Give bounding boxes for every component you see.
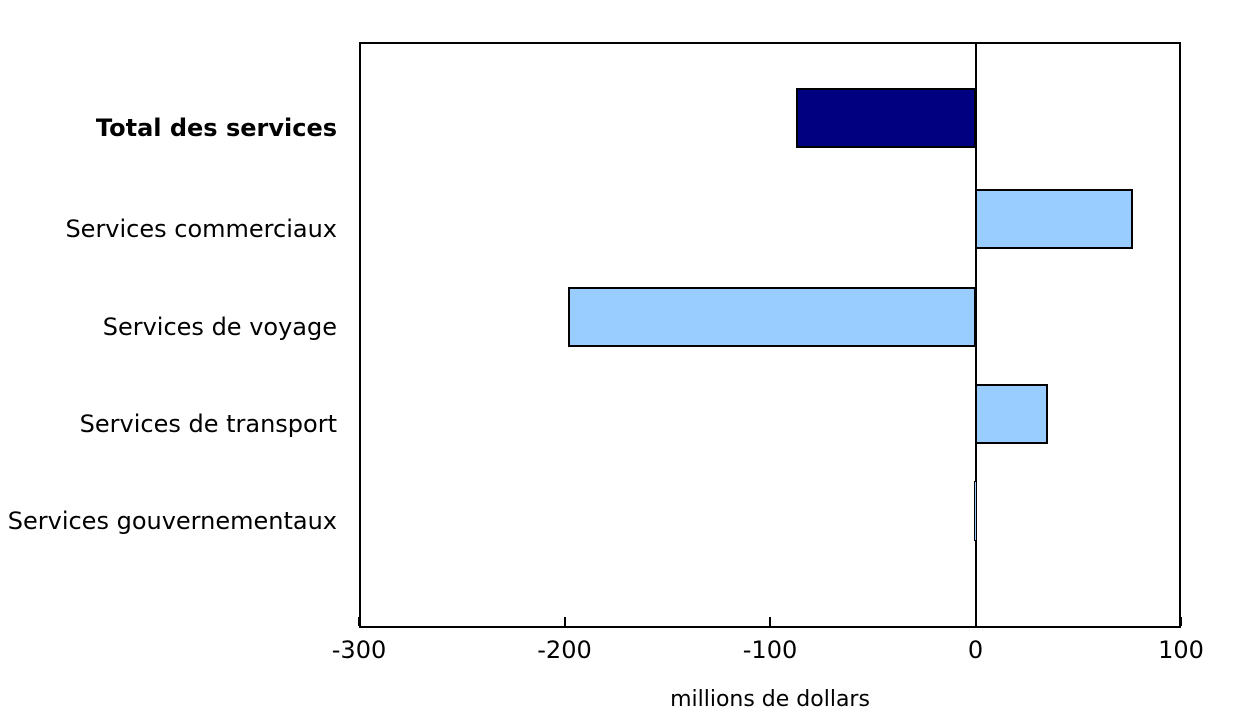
x-axis-tick-label: 0 xyxy=(967,636,984,664)
x-axis-tick-label: -100 xyxy=(742,636,798,664)
x-axis-tick xyxy=(769,617,771,626)
bar xyxy=(974,481,977,541)
x-axis-tick xyxy=(1180,617,1182,626)
bar xyxy=(795,88,977,148)
category-label: Services de voyage xyxy=(102,313,337,341)
category-label: Total des services xyxy=(95,114,337,142)
x-axis-tick xyxy=(974,617,977,626)
category-label: Services commerciaux xyxy=(65,215,337,243)
x-axis-tick xyxy=(563,617,566,626)
category-label: Services de transport xyxy=(79,410,337,438)
x-axis-tick-label: -300 xyxy=(331,636,387,664)
x-axis-title: millions de dollars xyxy=(670,687,870,712)
x-axis-tick-label: 100 xyxy=(1158,636,1204,664)
bar xyxy=(974,384,1049,444)
bar xyxy=(974,189,1133,249)
x-axis-tick-label: -200 xyxy=(537,636,592,664)
category-label: Services gouvernementaux xyxy=(7,507,337,535)
bar xyxy=(567,287,977,347)
x-axis-tick xyxy=(358,617,360,626)
